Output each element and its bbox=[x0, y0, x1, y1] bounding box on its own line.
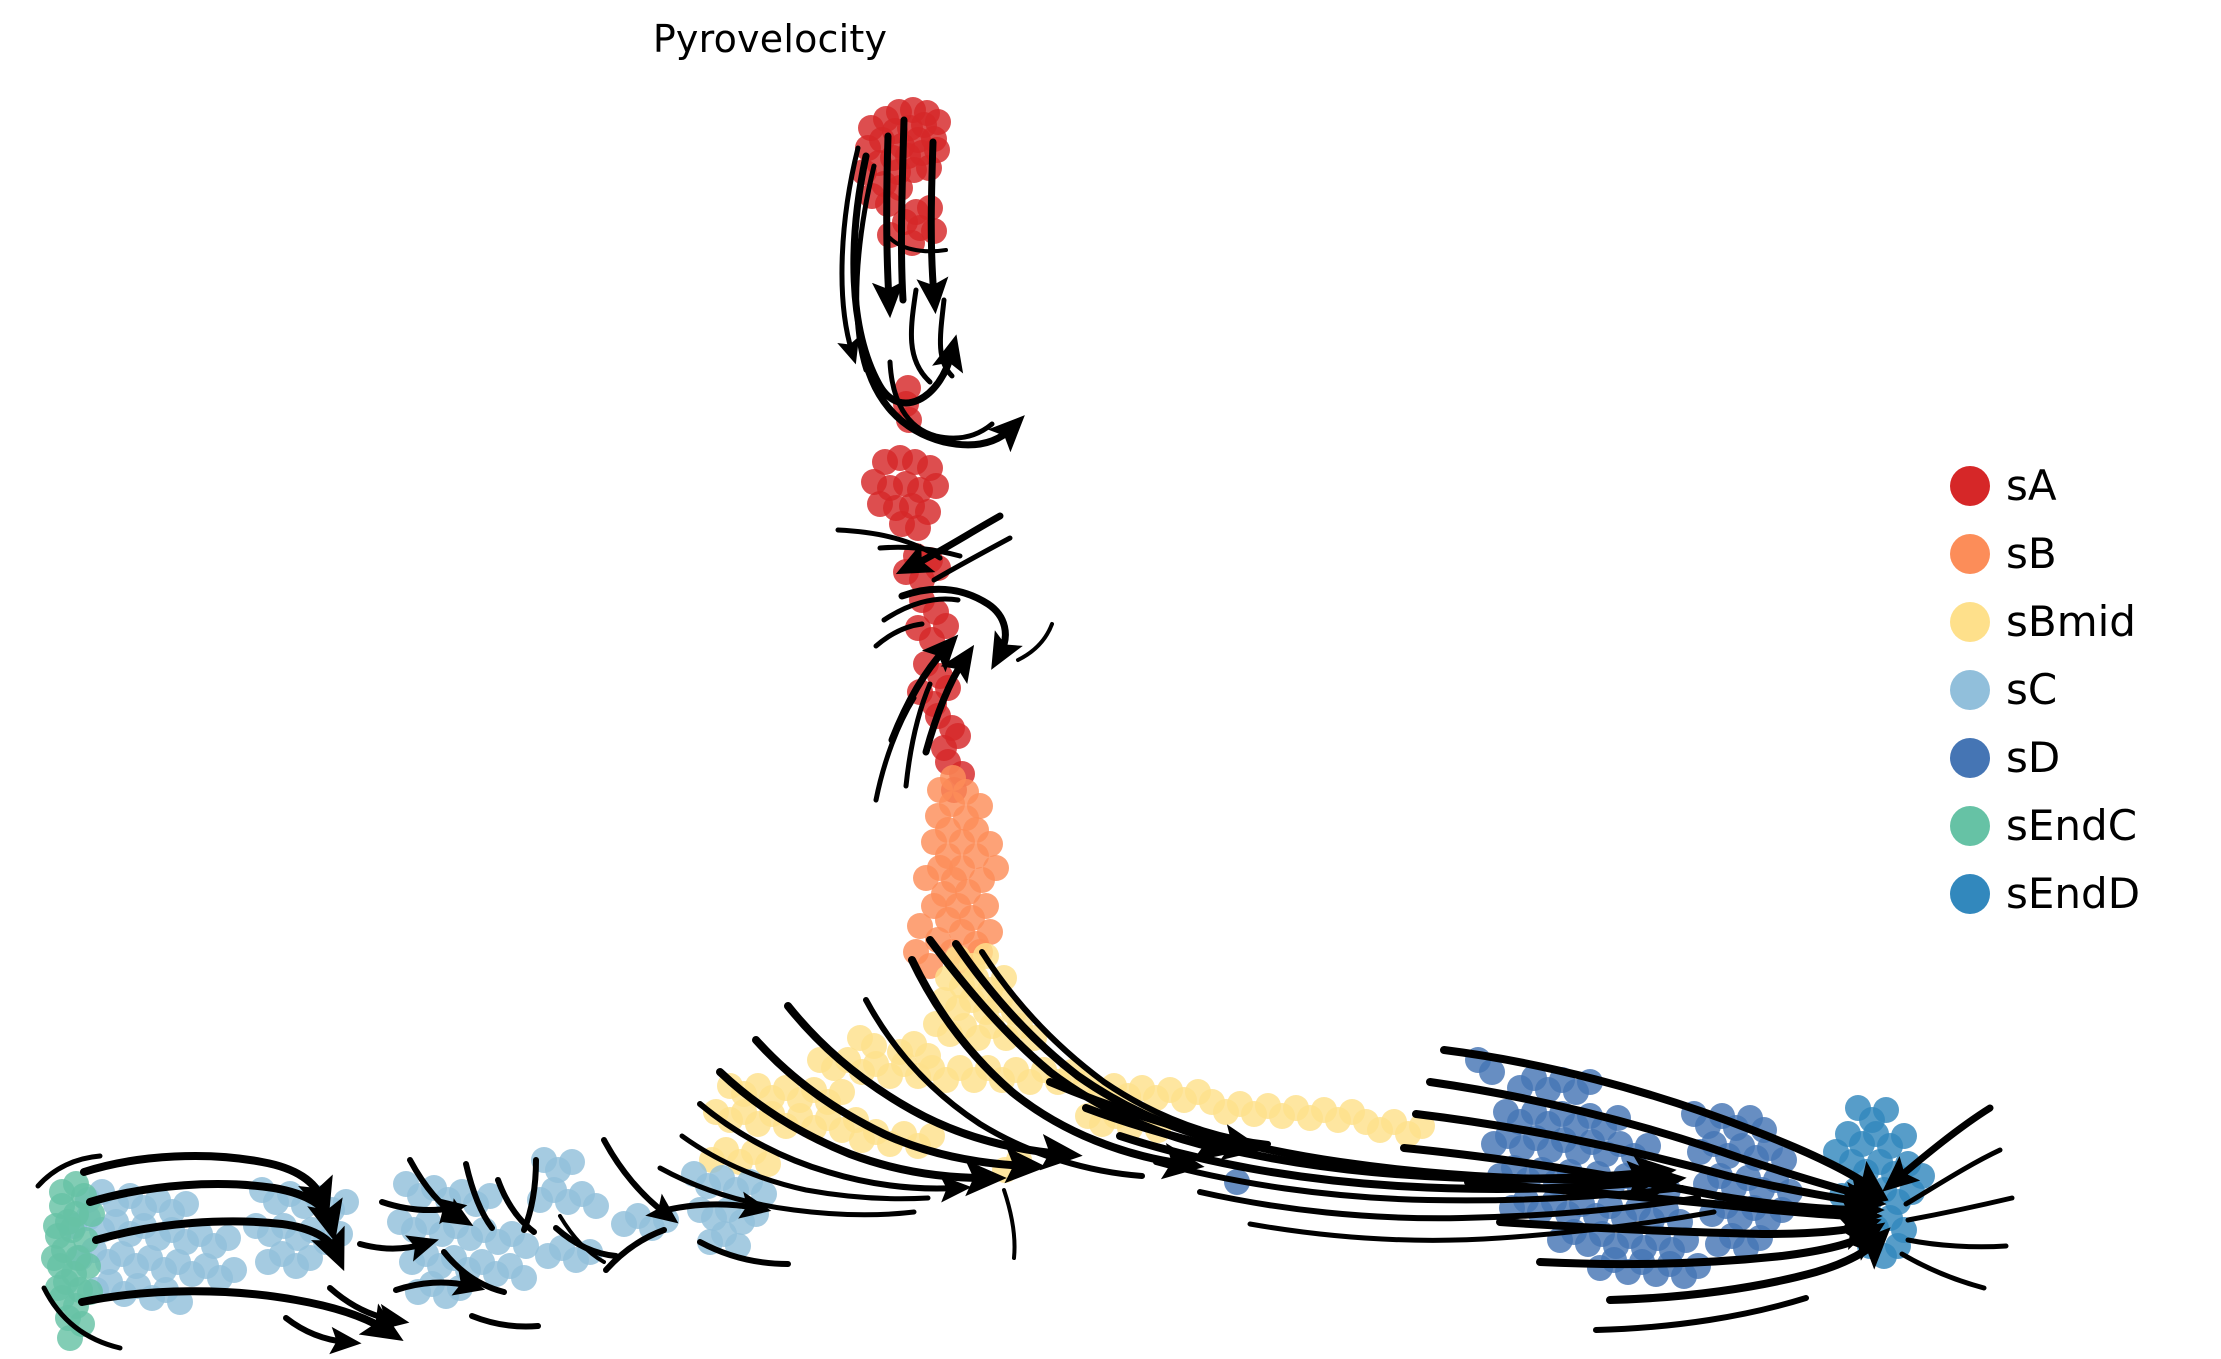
scatter-point bbox=[1673, 1227, 1699, 1253]
scatter-point bbox=[327, 1221, 353, 1247]
scatter-point bbox=[215, 1225, 241, 1251]
scatter-point bbox=[653, 1207, 679, 1233]
scatter-point bbox=[899, 230, 925, 256]
scatter-group-sb bbox=[903, 765, 1009, 979]
scatter-point bbox=[43, 1213, 69, 1239]
legend-label: sBmid bbox=[2006, 597, 2136, 646]
scatter-point bbox=[829, 1079, 855, 1105]
scatter-point bbox=[983, 855, 1009, 881]
legend-marker-sc bbox=[1950, 670, 1990, 710]
legend-label: sC bbox=[2006, 665, 2058, 714]
scatter-point bbox=[1635, 1133, 1661, 1159]
legend-label: sEndD bbox=[2006, 869, 2141, 918]
scatter-point bbox=[577, 1239, 603, 1265]
scatter-point bbox=[1769, 1197, 1795, 1223]
scatter-point bbox=[513, 1233, 539, 1259]
scatter-point bbox=[1685, 1253, 1711, 1279]
scatter-point bbox=[1605, 1105, 1631, 1131]
legend-marker-sd bbox=[1950, 738, 1990, 778]
scatter-point bbox=[559, 1149, 585, 1175]
scatter-group-sendd bbox=[1823, 1095, 1935, 1269]
scatter-point bbox=[743, 1201, 769, 1227]
legend-item-sendc[interactable]: sEndC bbox=[1950, 792, 2221, 860]
scatter-point bbox=[977, 831, 1003, 857]
scatter-point bbox=[1145, 1117, 1171, 1143]
scatter-point bbox=[973, 893, 999, 919]
legend-marker-sbmid bbox=[1950, 602, 1990, 642]
scatter-point bbox=[991, 965, 1017, 991]
legend-marker-sb bbox=[1950, 534, 1990, 574]
scatter-point bbox=[1873, 1097, 1899, 1123]
scatter-point bbox=[1224, 1169, 1250, 1195]
scatter-point bbox=[45, 1275, 71, 1301]
scatter-point bbox=[1823, 1139, 1849, 1165]
scatter-point bbox=[921, 218, 947, 244]
legend-item-sc[interactable]: sC bbox=[1950, 656, 2221, 724]
scatter-group-sa bbox=[851, 97, 975, 803]
legend-item-sbmid[interactable]: sBmid bbox=[1950, 588, 2221, 656]
scatter-point bbox=[511, 1265, 537, 1291]
scatter-point bbox=[333, 1189, 359, 1215]
scatter-point bbox=[1891, 1123, 1917, 1149]
scatter-point bbox=[1021, 1025, 1047, 1051]
legend-item-sd[interactable]: sD bbox=[1950, 724, 2221, 792]
legend: sA sB sBmid sC sD sEndC sEndD bbox=[1950, 452, 2221, 928]
scatter-point bbox=[75, 1253, 101, 1279]
scatter-point bbox=[945, 723, 971, 749]
scatter-point bbox=[1006, 1147, 1032, 1173]
scatter-point bbox=[297, 1245, 323, 1271]
page-title: Pyrovelocity bbox=[652, 17, 888, 61]
scatter-point bbox=[1577, 1069, 1603, 1095]
scatter-point bbox=[57, 1325, 83, 1351]
legend-item-sa[interactable]: sA bbox=[1950, 452, 2221, 520]
legend-label: sEndC bbox=[2006, 801, 2138, 850]
scatter-point bbox=[916, 155, 942, 181]
scatter-point bbox=[173, 1191, 199, 1217]
scatter-point bbox=[905, 515, 931, 541]
scatter-point bbox=[1899, 1179, 1925, 1205]
scatter-point bbox=[77, 1279, 103, 1305]
scatter-point bbox=[907, 913, 933, 939]
scatter-point bbox=[925, 555, 951, 581]
scatter-point bbox=[477, 1183, 503, 1209]
scatter-point bbox=[1747, 1225, 1773, 1251]
scatter-point bbox=[923, 473, 949, 499]
legend-label: sD bbox=[2006, 733, 2061, 782]
scatter-group-sc bbox=[61, 1147, 777, 1315]
legend-marker-sendc bbox=[1950, 806, 1990, 846]
scatter-point bbox=[1409, 1113, 1435, 1139]
scatter-group-sendc bbox=[41, 1171, 105, 1351]
scatter-point bbox=[41, 1245, 67, 1271]
scatter-group-sbmid bbox=[699, 943, 1435, 1183]
scatter-point bbox=[221, 1257, 247, 1283]
legend-item-sendd[interactable]: sEndD bbox=[1950, 860, 2221, 928]
scatter-point bbox=[1885, 1233, 1911, 1259]
legend-label: sB bbox=[2006, 529, 2057, 578]
legend-item-sb[interactable]: sB bbox=[1950, 520, 2221, 588]
scatter-point bbox=[919, 1123, 945, 1149]
scatter-point bbox=[1829, 1183, 1855, 1209]
scatter-point bbox=[967, 793, 993, 819]
scatter-point bbox=[447, 1275, 473, 1301]
scatter-point bbox=[79, 1201, 105, 1227]
legend-marker-sendd bbox=[1950, 874, 1990, 914]
scatter-point bbox=[167, 1289, 193, 1315]
legend-label: sA bbox=[2006, 461, 2057, 510]
scatter-point bbox=[1479, 1059, 1505, 1085]
scatter-point bbox=[935, 675, 961, 701]
scatter-group-sd bbox=[1224, 1047, 1803, 1289]
scatter-point bbox=[896, 407, 922, 433]
scatter-point bbox=[913, 865, 939, 891]
scatter-point bbox=[725, 1233, 751, 1259]
scatter-point bbox=[933, 613, 959, 639]
scatter-point bbox=[583, 1193, 609, 1219]
legend-marker-sa bbox=[1950, 466, 1990, 506]
